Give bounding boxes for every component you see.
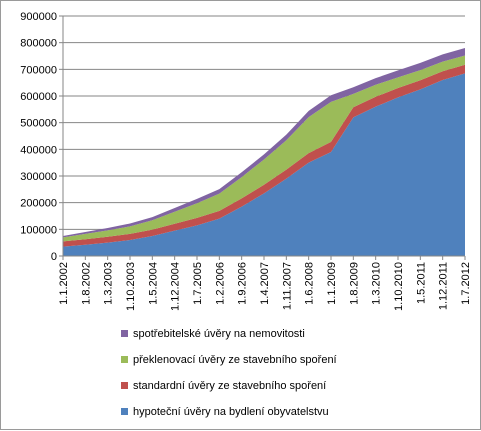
y-tick-label: 400000 <box>20 144 57 156</box>
legend-swatch <box>121 382 128 389</box>
y-tick-label: 200000 <box>20 198 57 210</box>
x-tick-labels: 1.1.2002 1.8.2002 1.3.2003 1.10.2003 1.5.200… <box>58 262 472 311</box>
y-tick-label: 700000 <box>20 64 57 76</box>
legend-label: spotřebitelské úvěry na nemovitosti <box>133 327 305 340</box>
y-tick-label: 900000 <box>20 11 57 23</box>
legend-item: spotřebitelské úvěry na nemovitosti <box>121 327 461 340</box>
x-tick-label: 1.1.2009 <box>326 262 338 305</box>
y-tick-label: 0 <box>51 251 57 263</box>
axes <box>59 15 466 260</box>
area-series <box>63 64 465 247</box>
legend-swatch <box>121 408 128 415</box>
area-series <box>63 55 465 242</box>
x-tick-label: 1.3.2010 <box>371 262 383 305</box>
x-tick-label: 1.12.2011 <box>438 262 450 310</box>
y-tick-label: 600000 <box>20 91 57 103</box>
x-tick-label: 1.7.2005 <box>192 262 204 305</box>
x-tick-label: 1.10.2003 <box>125 262 137 311</box>
x-tick-label: 1.8.2002 <box>80 262 92 305</box>
legend-item: překlenovací úvěry ze stavebního spoření <box>121 353 461 366</box>
y-tick-label: 800000 <box>20 38 57 50</box>
legend-swatch <box>121 330 128 337</box>
x-tick-label: 1.5.2011 <box>415 262 427 304</box>
x-tick-label: 1.4.2007 <box>259 262 271 305</box>
area-series <box>63 73 465 256</box>
area-series <box>63 48 465 256</box>
grid-lines <box>63 15 465 230</box>
legend-label: překlenovací úvěry ze stavebního spoření <box>133 353 337 366</box>
x-tick-label: 1.8.2009 <box>348 262 360 305</box>
x-tick-label: 1.3.2003 <box>103 262 115 305</box>
x-tick-label: 1.9.2006 <box>237 262 249 305</box>
legend-item: standardní úvěry ze stavebního spoření <box>121 379 461 392</box>
x-tick-label: 1.1.2002 <box>58 262 70 305</box>
y-tick-label: 500000 <box>20 118 57 130</box>
y-tick-label: 300000 <box>20 171 57 183</box>
y-tick-labels: 0 100000 200000 300000 400000 500000 600000 700… <box>20 11 57 263</box>
area-series <box>63 48 465 238</box>
x-tick-label: 1.11.2007 <box>281 262 293 310</box>
legend-swatch <box>121 356 128 363</box>
x-tick-label: 1.10.2010 <box>393 262 405 311</box>
x-tick-label: 1.7.2012 <box>460 262 472 305</box>
legend: spotřebitelské úvěry na nemovitosti přek… <box>121 327 461 431</box>
y-tick-label: 100000 <box>20 224 57 236</box>
x-tick-label: 1.5.2004 <box>147 262 159 305</box>
x-tick-label: 1.2.2006 <box>214 262 226 305</box>
legend-label: standardní úvěry ze stavebního spoření <box>133 379 327 392</box>
legend-item: hypoteční úvěry na bydlení obyvatelstvu <box>121 405 461 418</box>
x-tick-label: 1.6.2008 <box>304 262 316 305</box>
x-tick-label: 1.12.2004 <box>170 262 182 311</box>
legend-label: hypoteční úvěry na bydlení obyvatelstvu <box>133 405 329 418</box>
